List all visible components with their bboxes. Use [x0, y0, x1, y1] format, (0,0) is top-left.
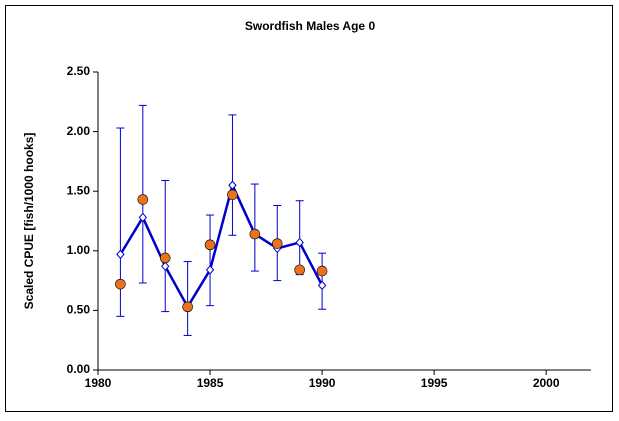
error-bar: [138, 104, 147, 284]
chart-border: [5, 5, 613, 412]
diamond-marker: [138, 212, 147, 223]
error-bar: [161, 179, 170, 313]
y-tick-label: 2.50: [67, 64, 91, 78]
circle-marker: [294, 264, 305, 276]
y-axis-label: Scaled CPUE [fish/1000 hooks]: [22, 133, 36, 310]
diamond-marker: [317, 280, 327, 291]
error-bar: [250, 183, 259, 272]
diamond-marker: [116, 249, 125, 260]
circle-marker: [182, 301, 193, 313]
circle-marker: [159, 252, 171, 264]
x-tick-label: 2000: [533, 376, 560, 390]
x-tick-label: 1990: [309, 376, 336, 390]
circle-marker: [137, 194, 149, 205]
diamond-marker: [205, 265, 215, 275]
series-line: [119, 181, 324, 310]
chart-title: Swordfish Males Age 0: [245, 19, 376, 33]
x-tick-label: 1985: [197, 376, 224, 390]
y-tick-label: 1.50: [67, 183, 91, 197]
circle-marker: [115, 278, 126, 290]
diamond-marker: [228, 180, 237, 190]
error-bar: [228, 114, 237, 236]
diamond-marker: [295, 237, 304, 248]
error-bar: [206, 214, 215, 307]
circle-marker: [204, 239, 216, 251]
y-tick-label: 0.00: [67, 362, 91, 376]
circle-marker: [316, 265, 328, 277]
circle-marker: [227, 189, 238, 201]
error-bar: [183, 261, 192, 336]
x-tick-label: 1995: [421, 376, 448, 390]
diamond-marker: [161, 261, 170, 272]
y-tick-label: 0.50: [67, 303, 91, 317]
y-tick-label: 2.00: [67, 124, 91, 138]
circle-marker: [271, 238, 283, 249]
y-tick-label: 1.00: [67, 243, 91, 257]
circle-marker: [249, 228, 261, 240]
x-tick-label: 1980: [85, 376, 112, 390]
